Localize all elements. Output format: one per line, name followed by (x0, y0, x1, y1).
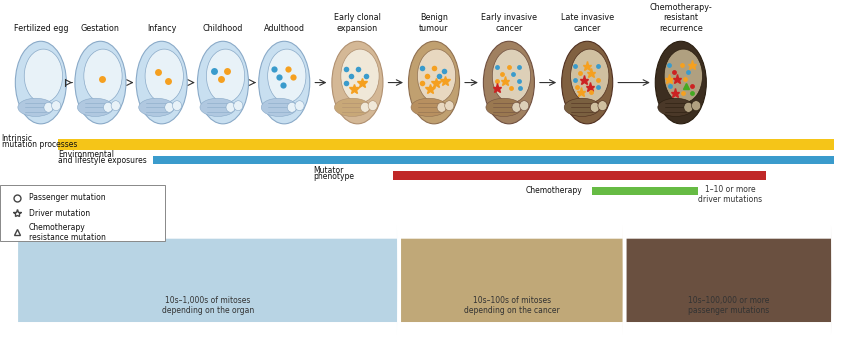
Ellipse shape (361, 103, 369, 112)
Ellipse shape (226, 103, 235, 112)
Ellipse shape (562, 41, 613, 124)
Ellipse shape (139, 98, 174, 116)
Bar (393, 171, 766, 180)
Ellipse shape (136, 41, 187, 124)
Bar (592, 186, 698, 195)
Text: Mutator: Mutator (313, 166, 344, 175)
Ellipse shape (570, 49, 608, 103)
Ellipse shape (417, 49, 456, 103)
Ellipse shape (692, 101, 700, 111)
Ellipse shape (512, 103, 521, 112)
Text: 10s–100,000 or more
passenger mutations: 10s–100,000 or more passenger mutations (688, 296, 769, 315)
Ellipse shape (658, 98, 694, 116)
Text: Chemotherapy
resistance mutation: Chemotherapy resistance mutation (29, 223, 106, 242)
Ellipse shape (295, 101, 304, 111)
Ellipse shape (655, 41, 706, 124)
Text: Chemotherapy-
resistant
recurrence: Chemotherapy- resistant recurrence (649, 3, 712, 33)
Ellipse shape (520, 101, 528, 111)
Text: Infancy: Infancy (147, 24, 176, 33)
Ellipse shape (104, 103, 112, 112)
Ellipse shape (173, 101, 181, 111)
Text: Passenger mutation: Passenger mutation (29, 193, 106, 202)
Text: 1–10 or more
driver mutations: 1–10 or more driver mutations (698, 185, 762, 204)
Text: Benign
tumour: Benign tumour (420, 13, 448, 33)
Ellipse shape (18, 98, 54, 116)
Text: Early clonal
expansion: Early clonal expansion (334, 13, 381, 33)
Bar (58, 139, 834, 150)
Ellipse shape (437, 103, 446, 112)
Ellipse shape (483, 41, 534, 124)
Text: Fertilized egg: Fertilized egg (14, 24, 68, 33)
FancyBboxPatch shape (0, 185, 165, 241)
Ellipse shape (411, 98, 447, 116)
Text: Late invasive
cancer: Late invasive cancer (561, 13, 614, 33)
Text: Childhood: Childhood (203, 24, 243, 33)
Text: Gestation: Gestation (81, 24, 120, 33)
Ellipse shape (368, 101, 377, 111)
Ellipse shape (77, 98, 113, 116)
Ellipse shape (591, 103, 599, 112)
Ellipse shape (15, 41, 66, 124)
Text: and lifestyle exposures: and lifestyle exposures (58, 156, 146, 165)
Text: Intrinsic: Intrinsic (2, 134, 32, 143)
Ellipse shape (261, 98, 297, 116)
Ellipse shape (408, 41, 460, 124)
Ellipse shape (83, 49, 123, 103)
Text: Driver mutation: Driver mutation (29, 209, 90, 218)
Ellipse shape (44, 103, 53, 112)
Ellipse shape (564, 98, 600, 116)
Ellipse shape (268, 49, 306, 103)
Bar (153, 155, 834, 164)
Ellipse shape (52, 101, 60, 111)
Ellipse shape (486, 98, 522, 116)
Text: Environmental: Environmental (58, 150, 114, 159)
Text: Adulthood: Adulthood (264, 24, 305, 33)
Ellipse shape (259, 41, 310, 124)
Text: Chemotherapy: Chemotherapy (526, 186, 583, 195)
Ellipse shape (492, 49, 531, 103)
Ellipse shape (197, 41, 248, 124)
Ellipse shape (111, 101, 120, 111)
Ellipse shape (340, 49, 379, 103)
Ellipse shape (664, 49, 703, 103)
Text: 10s–1,000s of mitoses
depending on the organ: 10s–1,000s of mitoses depending on the o… (162, 296, 254, 315)
Text: phenotype: phenotype (313, 172, 354, 181)
Ellipse shape (684, 103, 693, 112)
Ellipse shape (145, 49, 184, 103)
Ellipse shape (234, 101, 243, 111)
Ellipse shape (24, 49, 63, 103)
Ellipse shape (288, 103, 296, 112)
Ellipse shape (206, 49, 245, 103)
Text: mutation processes: mutation processes (2, 140, 77, 149)
Ellipse shape (75, 41, 126, 124)
Ellipse shape (598, 101, 607, 111)
Ellipse shape (445, 101, 454, 111)
Text: Early invasive
cancer: Early invasive cancer (481, 13, 537, 33)
Ellipse shape (332, 41, 383, 124)
Ellipse shape (200, 98, 236, 116)
Text: 10s–100s of mitoses
depending on the cancer: 10s–100s of mitoses depending on the can… (464, 296, 560, 315)
Ellipse shape (334, 98, 370, 116)
Ellipse shape (165, 103, 174, 112)
